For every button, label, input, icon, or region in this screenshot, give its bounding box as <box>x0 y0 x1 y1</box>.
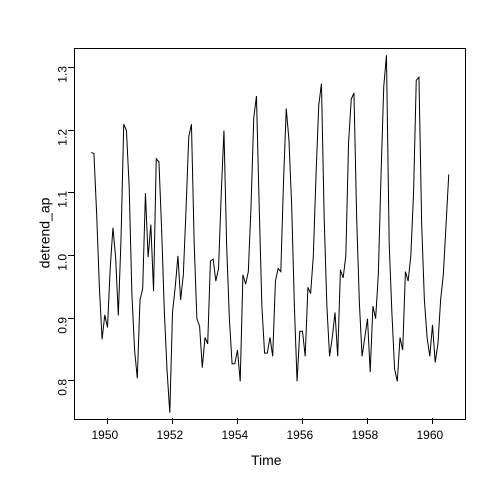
x-tick-mark <box>302 418 303 424</box>
y-tick-label: 0.9 <box>56 317 70 334</box>
x-tick-label: 1956 <box>287 428 314 442</box>
x-tick-mark <box>432 418 433 424</box>
y-tick-label: 0.8 <box>56 379 70 396</box>
time-series-line <box>75 49 465 419</box>
y-axis-label: detrend_ap <box>36 198 52 269</box>
x-tick-mark <box>237 418 238 424</box>
y-tick-label: 1.0 <box>56 254 70 271</box>
x-tick-label: 1960 <box>417 428 444 442</box>
x-tick-label: 1952 <box>157 428 184 442</box>
x-tick-mark <box>107 418 108 424</box>
y-tick-label: 1.3 <box>56 66 70 83</box>
plot-area <box>74 48 466 420</box>
x-tick-mark <box>367 418 368 424</box>
x-tick-label: 1958 <box>352 428 379 442</box>
x-tick-label: 1954 <box>222 428 249 442</box>
y-tick-label: 1.1 <box>56 191 70 208</box>
x-tick-mark <box>172 418 173 424</box>
chart-container: detrend_ap Time 1950 1952 1954 1956 1958 1960… <box>0 0 504 504</box>
x-axis-label: Time <box>251 452 282 468</box>
x-tick-label: 1950 <box>92 428 119 442</box>
y-tick-label: 1.2 <box>56 129 70 146</box>
